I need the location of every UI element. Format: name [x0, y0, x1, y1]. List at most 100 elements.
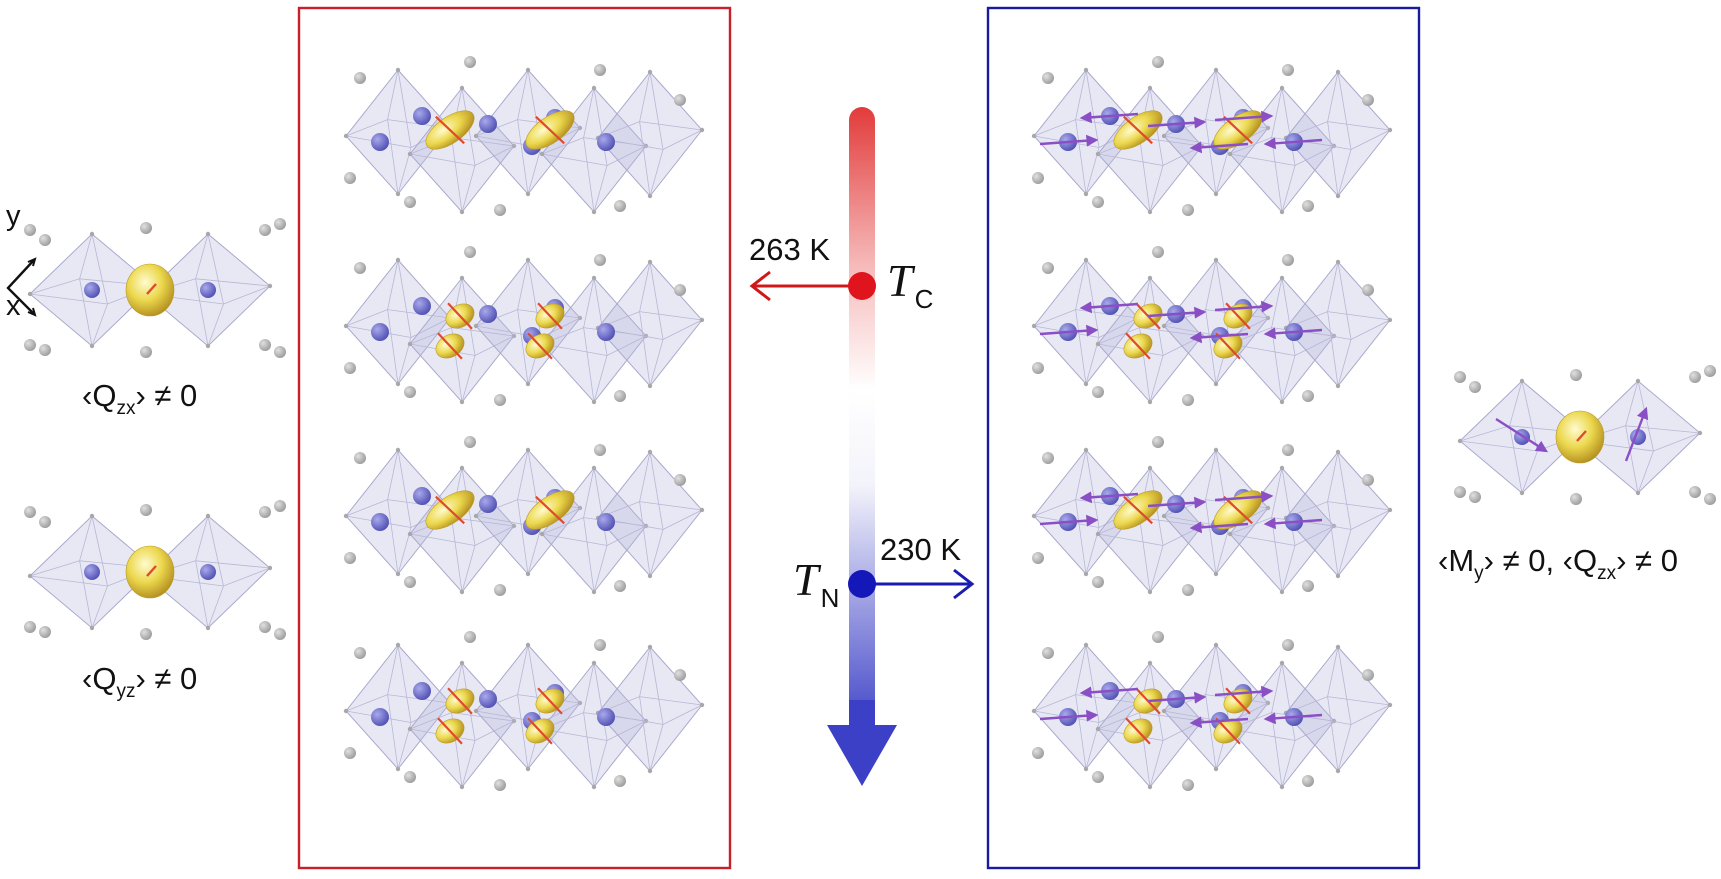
ligand-atom [1032, 747, 1044, 759]
octahedron-edge [649, 149, 664, 197]
magnetic-moment-arrow [1214, 110, 1274, 123]
octahedron-edge [461, 165, 476, 213]
metal-atom [413, 107, 431, 125]
oxygen-atom [395, 191, 401, 197]
ligand-atom [594, 444, 606, 456]
oxygen-atom [1335, 69, 1341, 75]
oxygen-atom [1213, 257, 1219, 263]
octahedron-edge [397, 69, 412, 148]
octahedron-edge [1337, 261, 1352, 340]
octahedron-edge [1205, 499, 1217, 575]
octahedron-edge [1327, 501, 1339, 577]
ligand-atom [494, 204, 506, 216]
octahedron-edge [541, 153, 608, 166]
oxygen-atom [647, 259, 653, 265]
ligand-atom [1570, 493, 1582, 505]
octahedron-edge [1327, 451, 1339, 502]
ligand-atom [1469, 491, 1481, 503]
oxygen-atom [1279, 399, 1285, 405]
oxygen-atom [1147, 660, 1153, 666]
ligand-atom [614, 775, 626, 787]
octahedron-edge [1281, 467, 1296, 546]
octahedron-edge [1229, 533, 1296, 546]
oxygen-atom [1279, 589, 1285, 595]
oxygen-atom [1387, 507, 1393, 513]
octahedron-edge [409, 327, 452, 345]
oxygen-atom [1335, 449, 1341, 455]
ligand-atom [594, 254, 606, 266]
oxygen-atom [525, 571, 531, 577]
metal-atom [200, 564, 216, 580]
orbital [1123, 717, 1153, 745]
octahedron-edge [195, 560, 271, 569]
magnetic-moment-arrow [1263, 327, 1323, 340]
qyz-post: › ≠ 0 [135, 661, 198, 696]
octahedron-edge [387, 309, 399, 385]
metal-atom [479, 305, 497, 323]
oxygen-atom [591, 85, 597, 91]
ligand-atom [1282, 64, 1294, 76]
magnetic-moment-arrow [1263, 712, 1323, 725]
structure-layer [1031, 436, 1393, 596]
oxygen-atom [1083, 257, 1089, 263]
ligand-atom [354, 452, 366, 464]
ligand-atom [1302, 390, 1314, 402]
octahedron-edge [461, 740, 476, 788]
octahedron-edge [1097, 327, 1140, 345]
oxygen-atom [1083, 67, 1089, 73]
oxygen-atom [205, 513, 211, 519]
octahedron-edge [1205, 449, 1217, 500]
octahedron-edge [1205, 259, 1217, 310]
tc-arrow-head [749, 270, 771, 302]
oxygen-atom [343, 513, 349, 519]
qyz-label: ‹Qyz› ≠ 0 [82, 661, 197, 703]
oxygen-atom [395, 257, 401, 263]
oxygen-atom [1213, 191, 1219, 197]
octahedron-edge [1033, 119, 1076, 137]
ligand-atom [1182, 204, 1194, 216]
tc-symbol: TC [887, 254, 933, 315]
octahedron-edge [397, 449, 412, 528]
orbital [525, 110, 575, 150]
orbital-axis [1223, 495, 1253, 525]
orbital-axis [437, 332, 463, 360]
oxygen-atom [647, 768, 653, 774]
oxygen-atom [1083, 571, 1089, 577]
oxygen-atom [1147, 784, 1153, 790]
ligand-atom [259, 621, 271, 633]
ligand-atom [1454, 486, 1466, 498]
ligand-atom [1182, 779, 1194, 791]
octahedron-edge [1205, 694, 1217, 770]
octahedron-edge [1653, 432, 1701, 452]
octahedron-edge [91, 515, 108, 587]
temperature-bar [849, 107, 875, 737]
ligand-atom [674, 474, 686, 486]
metal-atom [597, 133, 615, 151]
oxygen-atom [1147, 209, 1153, 215]
octahedron-edge [1085, 69, 1100, 148]
octahedron-edge [583, 137, 595, 213]
orbital-axis [435, 115, 465, 145]
octahedron-edge [1271, 277, 1283, 328]
orbital-axis [527, 717, 553, 745]
ligand-atom [259, 506, 271, 518]
ligand-atom [404, 196, 416, 208]
octahedron-edge [1281, 277, 1296, 356]
octahedron-edge [1271, 327, 1283, 403]
oxygen-atom [525, 191, 531, 197]
octahedron-edge [1327, 696, 1391, 706]
qyz-sub: yz [116, 681, 136, 702]
oxygen-atom [267, 283, 273, 289]
oxygen-atom [1635, 490, 1641, 496]
oxygen-atom [1147, 465, 1153, 471]
tc-t: T [887, 255, 913, 306]
octahedron-edge [1085, 259, 1100, 338]
orbital [1123, 332, 1153, 360]
ligand-atom [24, 621, 36, 633]
ligand-atom [1182, 394, 1194, 406]
octahedron-edge [1281, 355, 1296, 403]
orbital-axis [527, 332, 553, 360]
ligand-atom [494, 584, 506, 596]
octahedron-edge [606, 335, 647, 356]
oxygen-atom [1147, 275, 1153, 281]
